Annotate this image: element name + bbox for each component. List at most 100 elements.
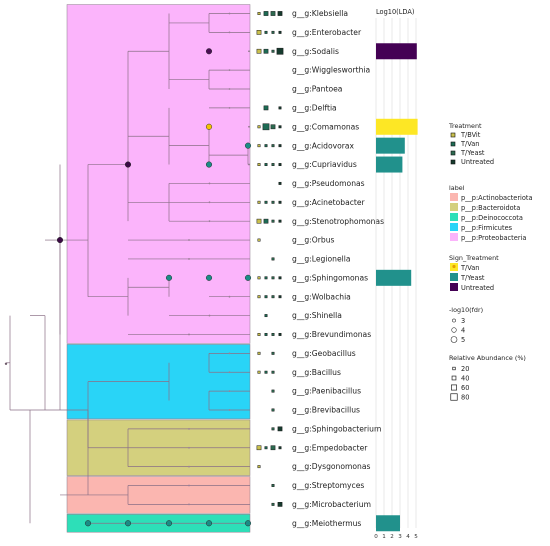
abundance-cell-g-g-klebsiella-3 xyxy=(277,11,283,16)
abundance-cell-g-g-sodalis-3 xyxy=(276,47,284,55)
abundance-cell-g-g-acinetobacter-1 xyxy=(264,200,268,204)
legend-item-label: 80 xyxy=(461,394,469,402)
legend-title: label xyxy=(449,184,465,192)
abundance-cell-g-g-sphingomonas-3 xyxy=(278,276,282,280)
tree-branch-tick xyxy=(208,182,211,185)
abundance-cell-g-g-legionella-2 xyxy=(271,257,275,261)
abundance-key-square xyxy=(451,384,457,391)
abundance-cell-g-g-klebsiella-1 xyxy=(263,11,269,16)
abundance-cell-g-g-wolbachia-2 xyxy=(271,295,275,299)
legend-item-label: p__p:Actinobacteriota xyxy=(461,194,533,202)
legend-title: Sign_Treatment xyxy=(449,254,499,262)
abundance-cell-g-g-acinetobacter-0 xyxy=(257,200,261,204)
lda-tick-label: 0 xyxy=(374,534,378,540)
tree-branch-tick xyxy=(208,220,211,223)
phylum-key-p-p-firmicutes xyxy=(450,223,458,231)
taxon-label: g__g:Orbus xyxy=(292,236,335,245)
abundance-cell-g-g-enterobacter-1 xyxy=(264,30,268,34)
fdr-key-circle xyxy=(452,318,456,323)
taxon-label: g__g:Cupriavidus xyxy=(292,160,357,169)
lda-tick-label: 1 xyxy=(382,534,386,540)
tree-branch-tick xyxy=(248,125,250,128)
treatment-key-t-van xyxy=(450,141,456,147)
abundance-cell-g-g-acinetobacter-3 xyxy=(278,200,282,204)
abundance-cell-g-g-cupriavidus-1 xyxy=(264,163,268,166)
tree-branch-tick xyxy=(228,409,231,411)
abundance-cell-g-g-comamonas-2 xyxy=(270,124,276,130)
taxon-label: g__g:Enterobacter xyxy=(292,28,362,37)
tree-branch-tick xyxy=(248,50,250,53)
legend-item-label: p__p:Bacteroidota xyxy=(461,204,520,212)
abundance-cell-g-g-wolbachia-3 xyxy=(278,295,282,299)
legend-item-label: 3 xyxy=(461,317,465,325)
taxon-label: g__g:Meiothermus xyxy=(292,519,361,528)
abundance-cell-g-g-sphingomonas-2 xyxy=(271,276,275,280)
treatment-key-untreated xyxy=(450,159,456,165)
abundance-cell-g-g-cupriavidus-2 xyxy=(271,163,275,166)
legend-item-label: p__p:Proteobacteria xyxy=(461,234,526,242)
tree-branch-tick xyxy=(228,295,231,298)
tree-root-node xyxy=(4,362,8,365)
significant-node-0 xyxy=(56,237,64,244)
abundance-cell-g-g-empedobacter-0 xyxy=(256,445,262,451)
taxon-label: g__g:Bacillus xyxy=(292,368,341,377)
abundance-cell-g-g-paenibacillus-2 xyxy=(271,389,275,393)
abundance-cell-g-g-sphingomonas-1 xyxy=(264,276,268,280)
significant-node-10 xyxy=(124,520,132,527)
abundance-cell-g-g-dysgonomonas-0 xyxy=(257,465,261,469)
lda-tick-label: 3 xyxy=(398,534,402,540)
tree-branch-tick xyxy=(228,88,231,90)
abundance-cell-g-g-sphingobacterium-3 xyxy=(277,426,283,432)
legend-item-label: 40 xyxy=(461,375,469,383)
abundance-key-square xyxy=(451,375,457,381)
taxon-label: g__g:Wigglesworthia xyxy=(292,66,370,75)
abundance-cell-g-g-microbacterium-2 xyxy=(271,502,275,506)
clade-band-proteobacteria xyxy=(66,4,251,344)
significant-node-2 xyxy=(205,48,213,55)
tree-branch-tick xyxy=(228,31,231,34)
legend-item-label: 4 xyxy=(461,327,465,335)
abundance-cell-g-g-sodalis-1 xyxy=(263,48,269,54)
legend-item-label: Untreated xyxy=(461,284,494,292)
fdr-key-circle xyxy=(450,336,458,343)
taxon-label: g__g:Streptomyces xyxy=(292,481,364,490)
taxon-label: g__g:Acidovorax xyxy=(292,141,355,150)
abundance-cell-g-g-klebsiella-0 xyxy=(257,12,261,15)
abundance-cell-g-g-wolbachia-1 xyxy=(264,295,268,299)
legend-item-label: T/Yeast xyxy=(460,274,485,282)
tree-branch-tick xyxy=(188,239,190,241)
abundance-cell-g-g-bacillus-0 xyxy=(257,370,261,374)
tree-branch-tick xyxy=(208,314,211,317)
treatment-key-t-yeast xyxy=(450,150,456,156)
legend-item-label: p__p:Deinococcota xyxy=(461,214,523,222)
sign-key-marker xyxy=(452,264,456,269)
legend-item-label: 20 xyxy=(461,365,469,373)
abundance-cell-g-g-cupriavidus-0 xyxy=(257,163,261,166)
taxon-label: g__g:Brevibacillus xyxy=(292,406,360,415)
abundance-cell-g-g-sphingobacterium-2 xyxy=(271,427,275,431)
abundance-cell-g-g-comamonas-1 xyxy=(262,123,270,131)
abundance-cell-g-g-delftia-1 xyxy=(263,105,269,111)
legend-item-label: T/Van xyxy=(460,264,479,272)
taxon-label: g__g:Brevundimonas xyxy=(292,330,371,339)
abundance-cell-g-g-geobacillus-2 xyxy=(271,351,275,355)
tree-branch-tick xyxy=(228,107,231,109)
treatment-key-t-bvit xyxy=(450,132,456,138)
taxon-label: g__g:Shinella xyxy=(292,311,342,320)
abundance-cell-g-g-acidovorax-3 xyxy=(278,144,282,148)
legend-title: Relative Abundance (%) xyxy=(449,354,526,362)
abundance-cell-g-g-acidovorax-2 xyxy=(271,144,275,148)
lda-tick-label: 4 xyxy=(406,534,410,540)
lda-panel-title: Log10(LDA) xyxy=(376,8,414,16)
abundance-cell-g-g-sphingomonas-0 xyxy=(257,276,261,280)
abundance-cell-g-g-enterobacter-2 xyxy=(271,30,275,34)
abundance-cell-g-g-bacillus-1 xyxy=(264,370,268,374)
taxon-label: g__g:Pantoea xyxy=(292,85,342,94)
abundance-cell-g-g-stenotrophomonas-2 xyxy=(271,219,275,223)
legend-panel: TreatmentT/BVitT/VanT/YeastUntreatedlabe… xyxy=(448,122,533,402)
phylum-key-p-p-actinobacteriota xyxy=(450,193,458,201)
abundance-cell-g-g-sodalis-0 xyxy=(256,48,262,54)
taxon-label: g__g:Legionella xyxy=(292,255,351,264)
